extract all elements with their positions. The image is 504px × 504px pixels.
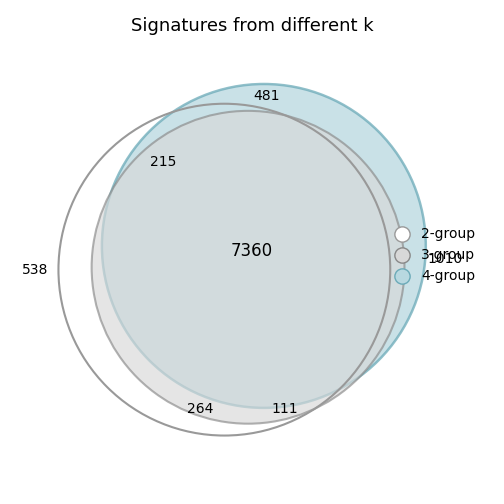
Text: 264: 264: [187, 403, 214, 416]
Text: 215: 215: [150, 155, 177, 169]
Text: 538: 538: [22, 263, 48, 277]
Text: 481: 481: [253, 89, 280, 103]
Text: 7360: 7360: [231, 242, 273, 261]
Legend: 2-group, 3-group, 4-group: 2-group, 3-group, 4-group: [381, 221, 482, 290]
Title: Signatures from different k: Signatures from different k: [131, 17, 373, 35]
Circle shape: [92, 111, 405, 424]
Text: 1010: 1010: [427, 253, 463, 267]
Text: 111: 111: [272, 403, 298, 416]
Circle shape: [102, 84, 426, 408]
